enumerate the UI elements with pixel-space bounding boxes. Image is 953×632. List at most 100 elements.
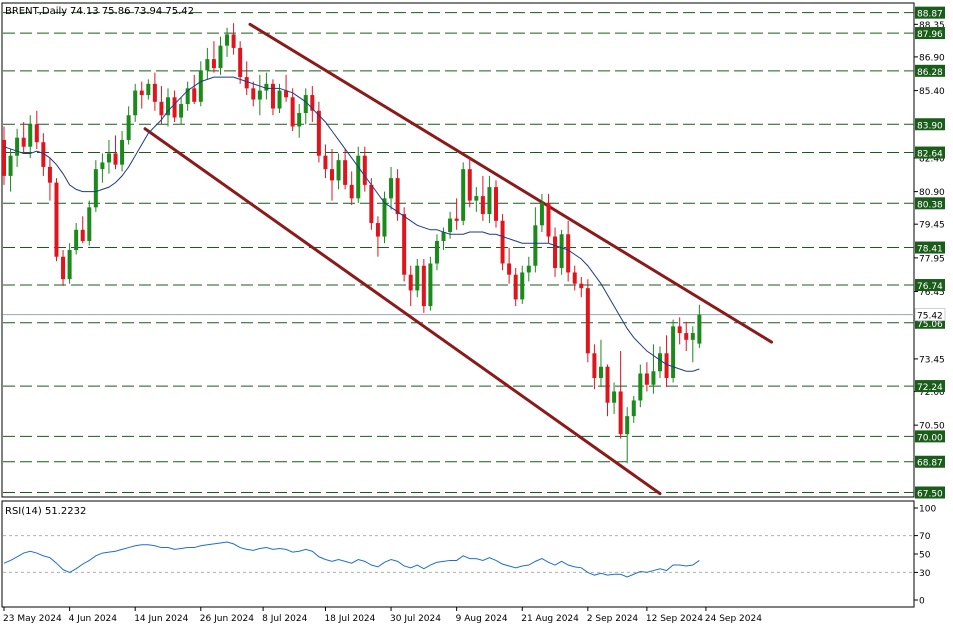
candle-body [106, 153, 111, 163]
candle-body [231, 34, 236, 48]
candle-body [441, 232, 446, 242]
candle-body [480, 196, 485, 215]
candle-body [126, 115, 131, 140]
candle-body [15, 137, 20, 156]
current-price-label: 75.42 [917, 312, 943, 322]
candle-body [526, 265, 531, 273]
level-label-box [915, 380, 945, 393]
level-label-box [915, 455, 945, 468]
candle-body [323, 155, 328, 170]
chart-ohlc: 74.13 75.86 73.94 75.42 [70, 6, 194, 17]
price-tick-label: 72.00 [919, 388, 945, 398]
time-tick-label: 12 Sep 2024 [646, 614, 703, 624]
candle-body [402, 214, 407, 275]
level-label-box [915, 146, 945, 159]
level-label-box [915, 279, 945, 292]
candle-body [559, 234, 564, 268]
rsi-pane-frame [1, 500, 915, 608]
rsi-line [3, 541, 700, 578]
candle-body [579, 283, 584, 289]
time-tick-label: 14 Jun 2024 [134, 614, 188, 624]
candle-body [507, 263, 512, 275]
level-label: 80.38 [917, 200, 943, 210]
rsi-reference-lines [3, 535, 914, 573]
candle-body [533, 225, 538, 266]
candle-body [631, 400, 636, 417]
candle-body [80, 229, 85, 242]
candle-body [152, 83, 157, 102]
candle-body [671, 326, 676, 378]
time-tick-label: 23 May 2024 [3, 614, 62, 624]
candle-body [284, 90, 289, 98]
level-label: 82.64 [917, 150, 943, 160]
price-tick-label: 77.95 [919, 254, 945, 264]
price-tick-label: 79.45 [919, 221, 945, 231]
candle-body [225, 34, 230, 46]
candle-body [47, 166, 52, 183]
candle-body [166, 97, 170, 116]
candle-body [61, 256, 66, 280]
price-pane-frame [1, 2, 915, 498]
candles [2, 23, 702, 464]
candle-body [113, 153, 118, 165]
candle-body [343, 160, 348, 185]
level-label-box [915, 6, 945, 19]
candle-body [159, 101, 164, 116]
candle-body [467, 169, 472, 201]
candle-body [389, 178, 394, 199]
candle-body [428, 263, 433, 307]
candle-body [244, 77, 249, 89]
current-price-box [914, 308, 946, 321]
candle-body [310, 95, 315, 111]
candle-body [520, 272, 525, 300]
time-tick-label: 24 Sep 2024 [705, 614, 762, 624]
candle-body [644, 373, 649, 385]
candle-body [513, 274, 518, 300]
candle-body [28, 124, 33, 147]
candle-body [684, 333, 689, 340]
candle-body [474, 196, 479, 201]
candle-body [211, 59, 216, 69]
price-tick-label: 85.40 [919, 87, 945, 97]
rsi-tick-label: 50 [919, 551, 931, 561]
candle-body [198, 70, 203, 102]
price-tick-label: 76.45 [919, 288, 945, 298]
candle-body [487, 187, 492, 215]
candle-body [448, 218, 453, 233]
candle-body [585, 288, 590, 354]
price-tick-label: 86.90 [919, 53, 945, 63]
level-label: 76.74 [917, 282, 943, 292]
candle-body [572, 272, 577, 284]
rsi-tick-label: 30 [919, 569, 931, 579]
level-label: 75.06 [917, 320, 943, 330]
candle-body [93, 169, 98, 208]
candle-body [172, 97, 177, 118]
channel-lines [143, 22, 774, 496]
candle-body [192, 88, 197, 102]
candle-body [618, 391, 623, 435]
candle-body [100, 162, 105, 170]
candle-body [546, 202, 551, 237]
time-tick-label: 2 Sep 2024 [587, 614, 639, 624]
time-tick-label: 30 Jul 2024 [390, 614, 441, 624]
candle-body [592, 353, 597, 378]
chart-symbol: BRENT,Daily [5, 6, 67, 17]
level-label-box [915, 241, 945, 254]
candle-body [677, 326, 682, 334]
channel-line [143, 127, 662, 496]
candle-body [566, 234, 571, 273]
candle-body [87, 207, 92, 242]
candle-body [638, 373, 643, 401]
price-tick-label: 80.90 [919, 188, 945, 198]
candle-body [120, 139, 125, 165]
time-tick-label: 26 Jun 2024 [200, 614, 254, 624]
candle-body [461, 169, 466, 221]
time-tick-label: 8 Jul 2024 [262, 614, 307, 624]
candle-body [133, 90, 138, 116]
time-tick-label: 9 Aug 2024 [456, 614, 508, 624]
level-label: 86.28 [917, 68, 943, 78]
candle-body [238, 47, 243, 78]
channel-line [248, 22, 774, 344]
